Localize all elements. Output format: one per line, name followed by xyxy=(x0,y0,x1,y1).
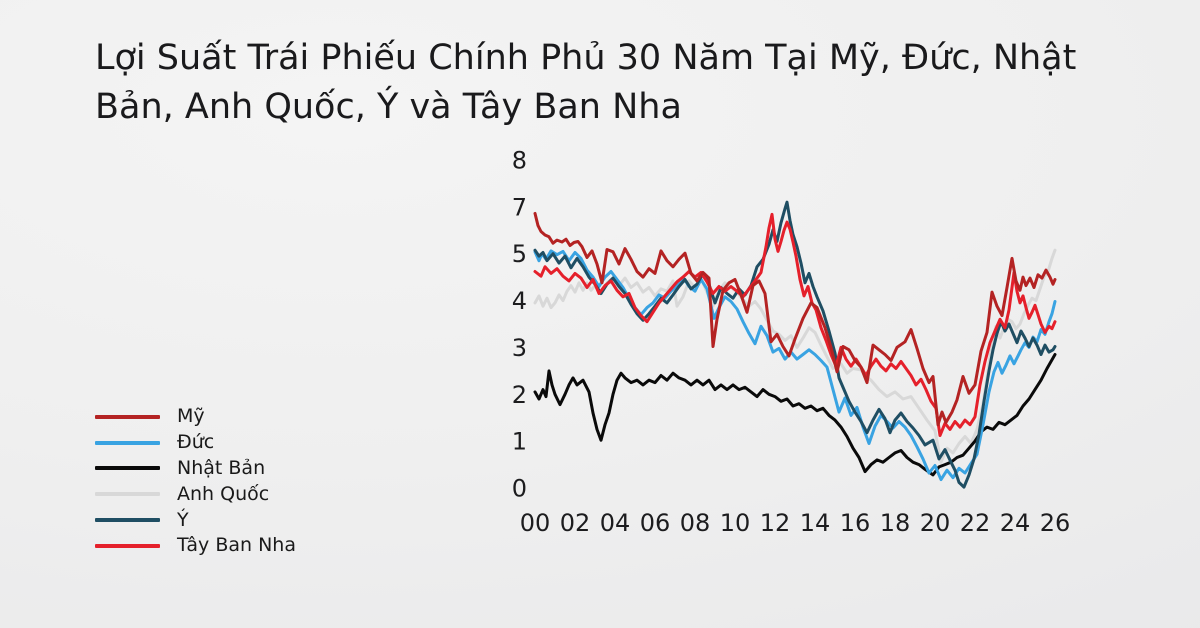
series-line-spain xyxy=(533,212,1057,437)
x-axis-tick-label: 10 xyxy=(720,509,751,537)
x-axis-tick-label: 16 xyxy=(840,509,871,537)
x-axis-tick-label: 20 xyxy=(920,509,951,537)
x-axis-tick-label: 12 xyxy=(760,509,791,537)
legend-item-spain: Tây Ban Nha xyxy=(95,533,296,559)
x-axis-tick-label: 14 xyxy=(800,509,831,537)
legend-item-italy: Ý xyxy=(95,507,296,533)
x-axis-tick-label: 18 xyxy=(880,509,911,537)
x-axis-tick-label: 22 xyxy=(960,509,991,537)
legend-item-germany: Đức xyxy=(95,430,296,456)
legend-label-germany: Đức xyxy=(177,431,215,454)
x-axis-tick-label: 00 xyxy=(520,509,551,537)
y-axis-tick-label: 0 xyxy=(512,475,527,503)
legend-swatch-us xyxy=(95,414,160,419)
series-line-japan xyxy=(533,353,1057,477)
x-axis-tick-label: 04 xyxy=(600,509,631,537)
y-axis-tick-label: 7 xyxy=(512,193,527,221)
legend: Mỹ Đức Nhật Bản Anh Quốc Ý Tây Ban Nha xyxy=(95,404,296,559)
legend-swatch-uk xyxy=(95,492,160,497)
legend-label-us: Mỹ xyxy=(177,405,205,428)
legend-item-us: Mỹ xyxy=(95,404,296,430)
legend-item-uk: Anh Quốc xyxy=(95,481,296,507)
x-axis-tick-label: 06 xyxy=(640,509,671,537)
series-line-italy xyxy=(533,200,1057,489)
legend-label-italy: Ý xyxy=(177,508,189,531)
legend-label-japan: Nhật Bản xyxy=(177,456,266,479)
x-axis-tick-label: 26 xyxy=(1040,509,1071,537)
y-axis-tick-label: 4 xyxy=(512,287,527,315)
legend-label-uk: Anh Quốc xyxy=(177,482,270,505)
x-axis-tick-label: 02 xyxy=(560,509,591,537)
y-axis-tick-label: 2 xyxy=(512,381,527,409)
series-line-germany xyxy=(533,249,1057,482)
legend-item-japan: Nhật Bản xyxy=(95,456,296,482)
y-axis-tick-label: 5 xyxy=(512,240,527,268)
y-axis-tick-label: 8 xyxy=(512,147,527,175)
legend-swatch-italy xyxy=(95,518,160,523)
chart-title: Lợi Suất Trái Phiếu Chính Phủ 30 Năm Tại… xyxy=(95,34,1125,132)
chart-title-line-2: Bản, Anh Quốc, Ý và Tây Ban Nha xyxy=(95,87,682,127)
x-axis-tick-label: 08 xyxy=(680,509,711,537)
x-axis-tick-label: 24 xyxy=(1000,509,1031,537)
legend-label-spain: Tây Ban Nha xyxy=(177,534,296,557)
legend-swatch-japan xyxy=(95,466,160,471)
y-axis-tick-label: 1 xyxy=(512,428,527,456)
series-line-us xyxy=(533,211,1057,427)
legend-swatch-spain xyxy=(95,543,160,548)
chart-title-line-1: Lợi Suất Trái Phiếu Chính Phủ 30 Năm Tại… xyxy=(95,38,1077,78)
legend-swatch-germany xyxy=(95,440,160,445)
y-axis-tick-label: 3 xyxy=(512,334,527,362)
